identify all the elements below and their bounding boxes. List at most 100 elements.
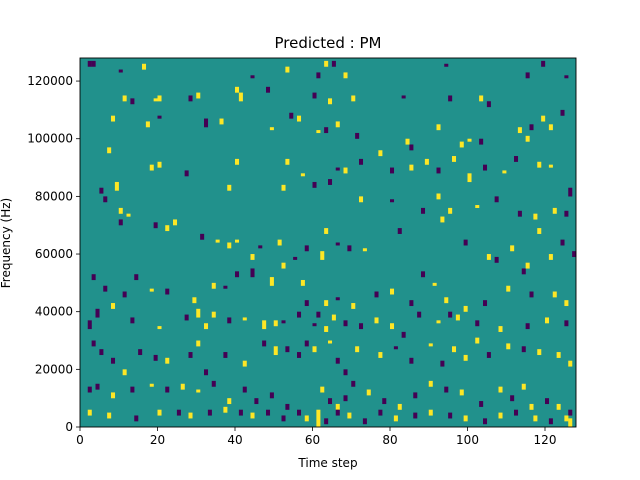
heatmap-cell: [486, 254, 491, 260]
heatmap-cell: [122, 291, 127, 298]
heatmap-cell: [463, 305, 468, 312]
heatmap-cell: [483, 164, 488, 171]
heatmap-cell: [95, 383, 100, 390]
heatmap-cell: [343, 72, 348, 79]
heatmap-cell: [126, 213, 131, 217]
heatmap-cell: [196, 308, 201, 318]
heatmap-cell: [300, 279, 305, 286]
heatmap-cell: [227, 184, 232, 191]
heatmap-cell: [541, 60, 546, 67]
heatmap-cell: [304, 300, 309, 307]
heatmap-cell: [351, 303, 356, 309]
heatmap-cell: [266, 86, 271, 93]
heatmap-cell: [111, 303, 116, 309]
heatmap-cell: [359, 196, 364, 203]
heatmap-cell: [285, 346, 290, 353]
heatmap-cell: [324, 127, 329, 134]
heatmap-cell: [448, 311, 453, 318]
heatmap-cell: [351, 380, 356, 387]
heatmap-cell: [479, 95, 484, 102]
heatmap-cell: [409, 357, 414, 364]
heatmap-cell: [436, 193, 441, 200]
heatmap-cell: [281, 320, 286, 324]
heatmap-cell: [99, 187, 104, 194]
heatmap-cell: [510, 395, 515, 402]
heatmap-cell: [184, 314, 189, 321]
heatmap-cell: [448, 412, 453, 419]
heatmap-cell: [409, 300, 414, 307]
heatmap-cell: [537, 161, 542, 168]
heatmap-cell: [192, 297, 197, 304]
heatmap-cell: [417, 311, 422, 318]
heatmap-cell: [207, 409, 212, 416]
heatmap-cell: [359, 158, 364, 165]
heatmap-cell: [122, 369, 127, 376]
heatmap-cell: [87, 386, 92, 393]
heatmap-cell: [262, 320, 267, 330]
heatmap-cell: [455, 314, 460, 321]
heatmap-cell: [266, 409, 271, 416]
heatmap-cell: [196, 92, 201, 99]
heatmap-cell: [475, 205, 480, 208]
heatmap-cell: [331, 60, 336, 67]
y-tick-label: 20000: [35, 362, 73, 376]
heatmap-cell: [413, 392, 418, 399]
y-tick-label: 100000: [27, 132, 73, 146]
heatmap-cell: [118, 69, 123, 73]
heatmap-cell: [525, 135, 530, 142]
heatmap-cell: [390, 167, 395, 174]
heatmap-cell: [173, 219, 178, 226]
heatmap-cell: [211, 380, 216, 387]
x-tick-label: 0: [76, 433, 84, 447]
heatmap-cell: [300, 173, 305, 177]
heatmap-cell: [359, 323, 364, 330]
heatmap-cell: [176, 409, 181, 416]
heatmap-cell: [277, 239, 282, 246]
heatmap-cell: [521, 346, 526, 353]
heatmap-cell: [510, 245, 515, 252]
heatmap-cell: [111, 392, 116, 399]
heatmap-cell: [149, 383, 154, 387]
heatmap-cell: [157, 161, 162, 168]
heatmap-cell: [467, 173, 472, 183]
heatmap-cell: [285, 403, 290, 410]
heatmap-cell: [95, 308, 100, 318]
heatmap-cell: [281, 262, 286, 269]
heatmap-cell: [560, 109, 565, 116]
heatmap-cell: [293, 256, 298, 260]
heatmap-cell: [463, 415, 468, 422]
heatmap-cell: [533, 415, 538, 422]
heatmap-cell: [285, 66, 290, 73]
heatmap-cell: [87, 60, 92, 67]
heatmap-cell: [556, 403, 561, 410]
y-tick-label: 0: [65, 420, 73, 434]
heatmap-cell: [498, 412, 503, 419]
heatmap-cell: [409, 164, 414, 171]
heatmap-cell: [529, 291, 534, 298]
heatmap-cell: [316, 311, 321, 318]
heatmap-cell: [242, 317, 247, 321]
heatmap-cell: [351, 95, 356, 102]
heatmap-cell: [390, 199, 395, 203]
heatmap-cell: [269, 392, 274, 399]
heatmap-cell: [227, 398, 232, 405]
plot-frame: [79, 57, 577, 428]
heatmap-cell: [467, 138, 472, 142]
heatmap-cell: [157, 95, 162, 102]
heatmap-cell: [498, 386, 503, 393]
heatmap-cell: [328, 340, 333, 344]
heatmap-cell: [149, 164, 154, 171]
x-tick-label: 40: [227, 433, 242, 447]
heatmap-cell: [475, 337, 480, 344]
heatmap-cell: [413, 412, 418, 419]
heatmap-cell: [432, 282, 437, 286]
heatmap-cell: [521, 268, 526, 275]
heatmap-cell: [304, 415, 309, 422]
heatmap-cell: [459, 389, 464, 396]
heatmap-cell: [238, 92, 243, 102]
heatmap-cell: [498, 326, 503, 332]
heatmap-cell: [215, 239, 220, 243]
heatmap-cell: [297, 115, 302, 122]
heatmap-cell: [397, 228, 402, 234]
